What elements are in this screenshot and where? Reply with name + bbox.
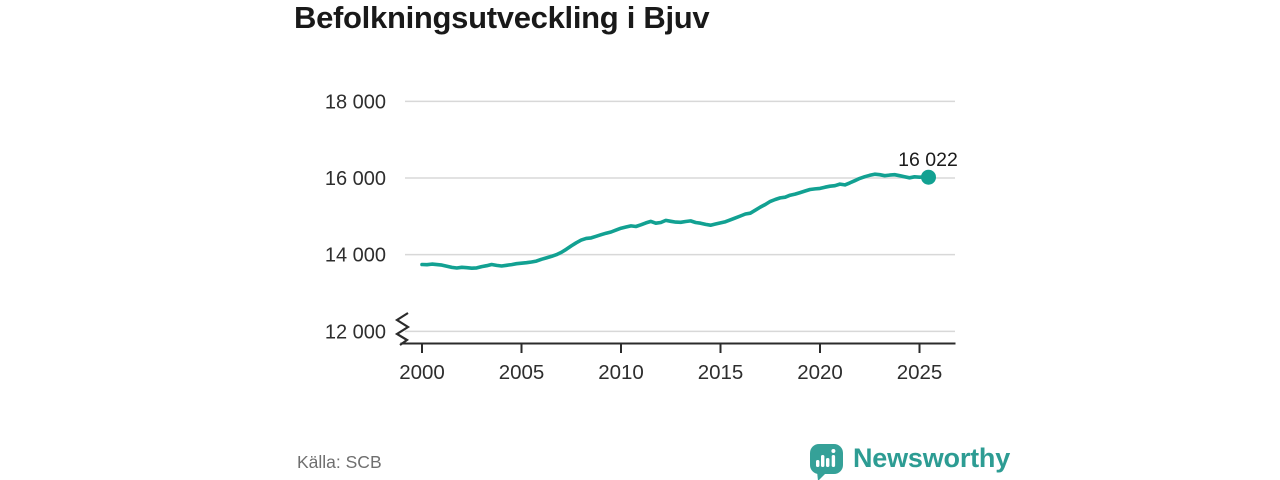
y-tick-label: 14 000 xyxy=(325,245,386,267)
x-tick-label: 2010 xyxy=(598,361,644,384)
y-tick-label: 16 000 xyxy=(325,168,386,190)
x-tick-label: 2020 xyxy=(797,361,843,384)
x-tick-label: 2025 xyxy=(897,361,943,384)
x-tick-label: 2005 xyxy=(499,361,545,384)
y-axis-break-icon xyxy=(394,312,411,346)
source-label: Källa: SCB xyxy=(297,452,382,472)
last-value-label: 16 022 xyxy=(898,149,958,171)
population-line xyxy=(420,172,931,271)
x-tick-label: 2015 xyxy=(698,361,744,384)
last-value-dot xyxy=(921,169,936,185)
y-tick-label: 12 000 xyxy=(325,321,386,343)
x-ticks xyxy=(421,344,921,353)
brand-name: Newsworthy xyxy=(853,443,1011,473)
logo-bars xyxy=(816,449,836,467)
newsworthy-logo-icon xyxy=(810,444,843,480)
y-axis-labels: 12 000 14 000 16 000 18 000 xyxy=(325,91,386,343)
y-gridlines xyxy=(405,100,955,333)
y-tick-label: 18 000 xyxy=(325,91,386,113)
chart-title: Befolkningsutveckling i Bjuv xyxy=(294,0,710,35)
x-tick-label: 2000 xyxy=(399,361,445,384)
x-axis-labels: 2000 2005 2010 2015 2020 2025 xyxy=(399,361,942,384)
